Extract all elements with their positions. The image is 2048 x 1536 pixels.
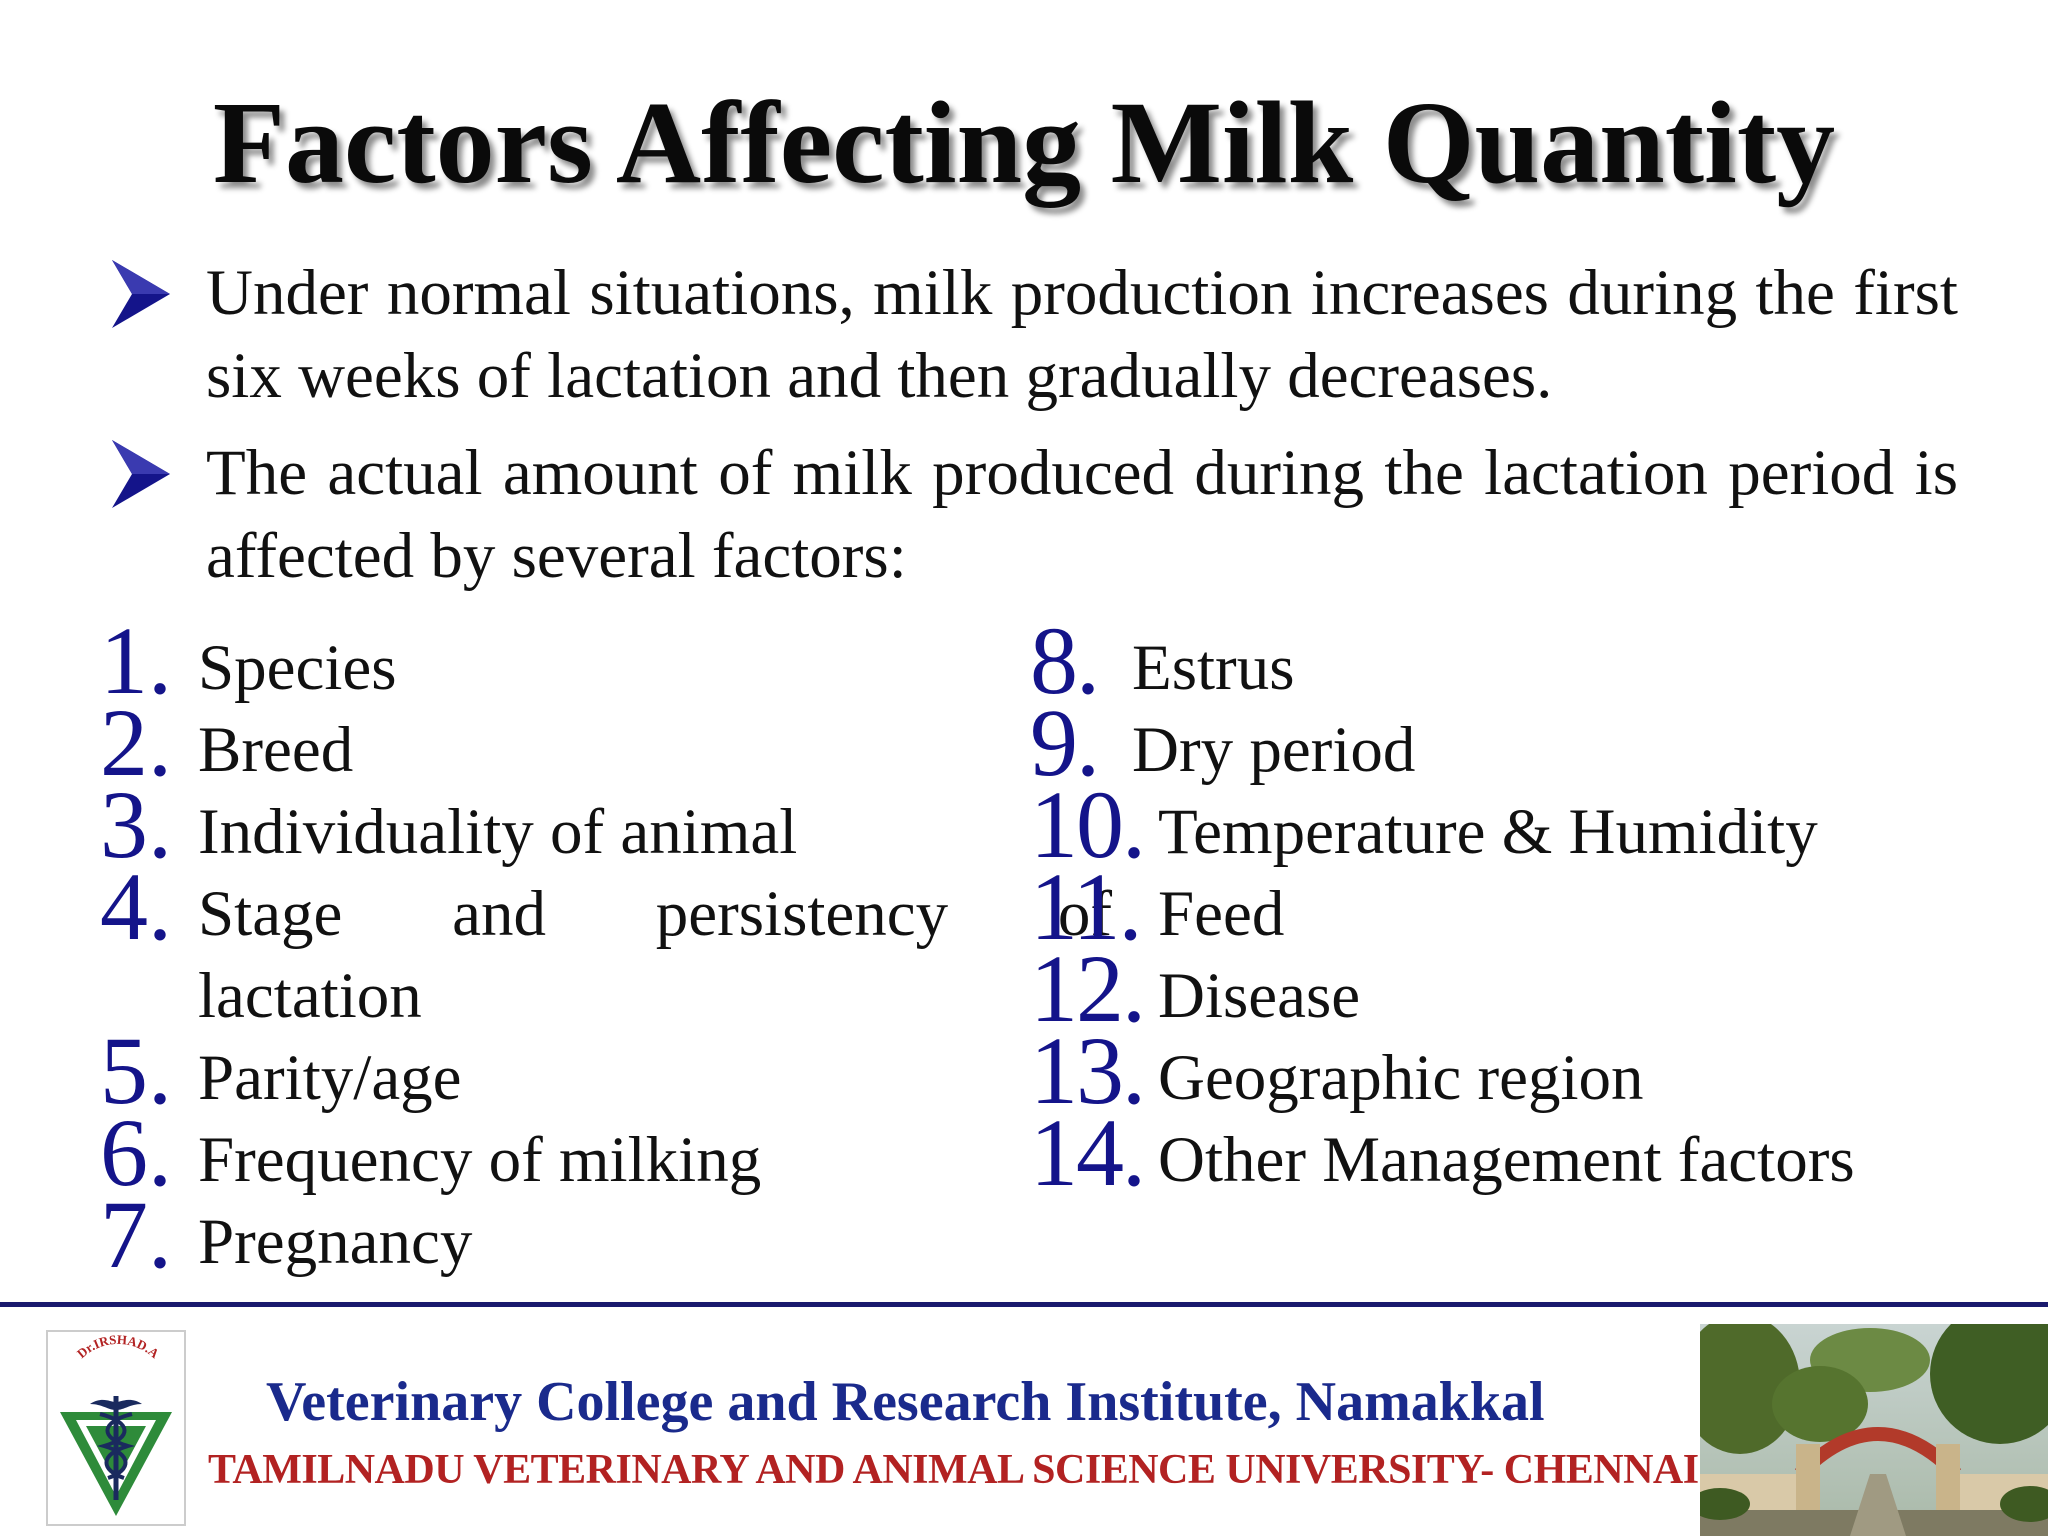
arrowhead-bullet-icon xyxy=(112,260,170,328)
factor-label: Stage and persistency of xyxy=(198,873,1112,955)
factor-label: Parity/age xyxy=(198,1042,462,1114)
factor-label: Feed xyxy=(1158,878,1285,950)
factor-label: Species xyxy=(198,632,397,704)
factor-number: 10. xyxy=(1030,771,1146,878)
university-name: TAMILNADU VETERINARY AND ANIMAL SCIENCE … xyxy=(208,1447,1699,1493)
factor-number: 13. xyxy=(1030,1017,1146,1124)
factor-label: Breed xyxy=(198,714,354,786)
factor-label: Other Management factors xyxy=(1158,1124,1855,1196)
slide-title: Factors Affecting Milk Quantity xyxy=(212,77,1836,208)
bullet-point-1: Under normal situations, milk production… xyxy=(108,252,1958,418)
factor-label-word: Stage xyxy=(198,878,343,950)
bullet-text: Under normal situations, milk production… xyxy=(206,257,1958,412)
factor-number: 11. xyxy=(1030,853,1142,960)
footer-divider xyxy=(0,1302,2048,1307)
factor-label-word: persistency xyxy=(655,878,949,950)
factor-label: Geographic region xyxy=(1158,1042,1644,1114)
campus-gate-photo xyxy=(1700,1324,2048,1536)
factor-item: 4. Stage and persistency of xyxy=(100,859,1120,955)
factor-number: 9. xyxy=(1030,689,1100,796)
factor-number: 3. xyxy=(100,771,172,878)
factor-label: Individuality of animal xyxy=(198,796,798,868)
factor-number: 5. xyxy=(100,1017,172,1124)
factor-label: lactation xyxy=(198,960,422,1032)
factor-number: 12. xyxy=(1030,935,1146,1042)
factor-number: 2. xyxy=(100,689,172,796)
factor-number: 1. xyxy=(100,607,172,714)
factor-label: Frequency of milking xyxy=(198,1124,762,1196)
arrowhead-bullet-icon xyxy=(112,440,170,508)
factor-label: Disease xyxy=(1158,960,1361,1032)
factor-number: 14. xyxy=(1030,1099,1146,1206)
factor-number: 4. xyxy=(100,853,172,960)
factor-label-word: of xyxy=(1057,878,1112,950)
factor-label: Estrus xyxy=(1132,632,1295,704)
bullet-text: The actual amount of milk produced durin… xyxy=(206,437,1958,592)
factor-label: Dry period xyxy=(1132,714,1416,786)
factor-label: Temperature & Humidity xyxy=(1158,796,1818,868)
factor-number: 7. xyxy=(100,1181,172,1288)
factor-number: 6. xyxy=(100,1099,172,1206)
veterinary-caduceus-logo: Dr.IRSHAD.A xyxy=(46,1330,186,1526)
factor-number: 8. xyxy=(1030,607,1100,714)
bullet-point-2: The actual amount of milk produced durin… xyxy=(108,432,1958,598)
institute-name: Veterinary College and Research Institut… xyxy=(266,1371,1545,1433)
factor-label: Pregnancy xyxy=(198,1206,473,1278)
factor-label-word: and xyxy=(452,878,546,950)
